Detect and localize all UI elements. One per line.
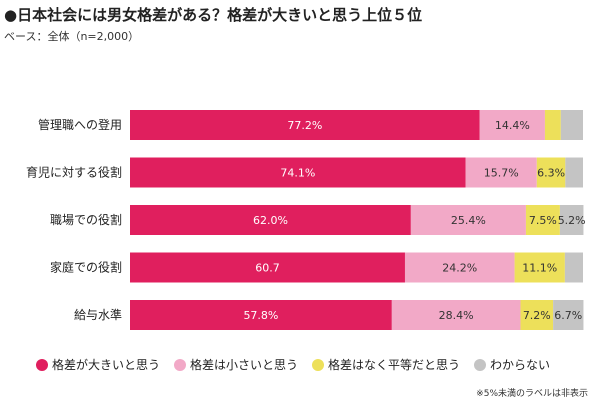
data-label: 7.5%: [529, 214, 557, 227]
bar-segment: [465, 157, 537, 188]
data-label: 28.4%: [439, 309, 474, 322]
bar-segment: [514, 252, 565, 283]
chart-title: ●日本社会には男女格差がある？格差が大きいと思う上位５位: [4, 6, 423, 24]
legend-label: 格差はなく平等だと思う: [328, 358, 461, 372]
bar-segment: [559, 205, 584, 235]
bar-segment: [391, 300, 521, 330]
stacked-bar-chart: 管理職への登用 77.2% 14.4% 育児に対する役割 74.1% 15.7% 6.3% 職…: [26, 110, 586, 330]
bar-segment: [560, 110, 583, 140]
legend-item-small-gap: 格差は小さいと思う: [174, 356, 298, 373]
data-label: 60.7: [255, 262, 280, 275]
bar-segment: [520, 300, 554, 330]
chart-subtitle: ベース：全体（n=2,000）: [4, 30, 140, 43]
bar-segment: [130, 110, 480, 140]
data-label: 11.1%: [522, 262, 557, 275]
bar-segment: [130, 205, 411, 235]
legend-item-unknown: わからない: [474, 356, 550, 373]
legend-label: 格差が大きいと思う: [52, 358, 161, 372]
legend-label: わからない: [490, 358, 551, 372]
data-label: 25.4%: [451, 214, 486, 227]
category-label: 家庭での役割: [50, 260, 122, 275]
legend-swatch: [174, 358, 187, 371]
data-label: 5.2%: [558, 214, 586, 227]
bar-segment: [553, 300, 584, 330]
category-label: 給与水準: [74, 307, 122, 322]
data-label: 77.2%: [287, 119, 322, 132]
category-label: 育児に対する役割: [26, 165, 122, 180]
bar-segment: [525, 205, 560, 235]
data-label: 14.4%: [495, 119, 530, 132]
legend-swatch: [36, 358, 48, 371]
bar-segment: [479, 110, 545, 140]
chart-legend: 格差が大きいと思う 格差は小さいと思う 格差はなく平等だと思う わからない: [36, 356, 550, 373]
bar-segment: [130, 157, 466, 188]
data-label: 7.2%: [523, 309, 551, 322]
bar-segment: [544, 110, 561, 140]
data-label: 15.7%: [484, 167, 519, 180]
bar-segment: [410, 205, 526, 235]
legend-item-large-gap: 格差が大きいと思う: [36, 356, 160, 373]
bar-segment: [536, 157, 566, 188]
bar-segment: [404, 252, 515, 283]
legend-item-equal: 格差はなく平等だと思う: [312, 356, 460, 373]
bar-segment: [130, 300, 392, 330]
data-label: 57.8%: [243, 309, 278, 322]
category-label: 管理職への登用: [38, 117, 122, 132]
data-label: 6.7%: [554, 309, 582, 322]
bar-segment: [130, 252, 405, 283]
legend-swatch: [312, 358, 325, 371]
data-label: 74.1%: [280, 167, 315, 180]
bar-segment: [565, 157, 583, 188]
footnote: ※5%未満のラベルは非表示: [476, 389, 588, 399]
data-label: 6.3%: [537, 167, 565, 180]
data-label: 24.2%: [442, 262, 477, 275]
legend-label: 格差は小さいと思う: [190, 358, 299, 372]
bar-segment: [564, 252, 583, 283]
category-label: 職場での役割: [50, 212, 122, 227]
legend-swatch: [474, 358, 487, 371]
data-label: 62.0%: [253, 214, 288, 227]
